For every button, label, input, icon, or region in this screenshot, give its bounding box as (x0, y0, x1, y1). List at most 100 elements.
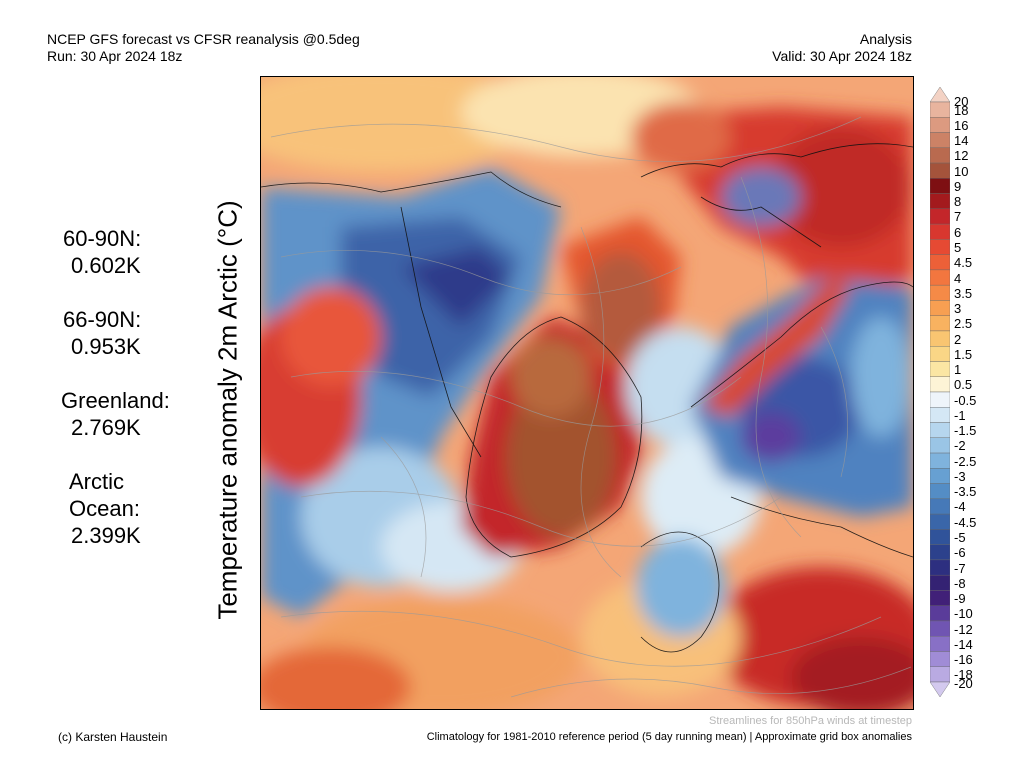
colorbar-segment (930, 223, 950, 240)
stat-66-90n-label: 66-90N: (63, 307, 142, 332)
colorbar-tick-label: 3.5 (954, 285, 973, 301)
colorbar-segment (930, 330, 950, 347)
colorbar-tick-label: 4 (954, 270, 962, 286)
colorbar-segment (930, 346, 950, 362)
colorbar-segment (930, 544, 950, 561)
colorbar-tick-label: 2 (954, 331, 962, 347)
colorbar-segment (930, 513, 950, 530)
colorbar-segment (930, 315, 950, 332)
colorbar-tick-label: -4 (954, 499, 966, 515)
colorbar-segment (930, 101, 950, 118)
colorbar-segment (930, 483, 950, 500)
stat-arctic-label: Arctic (69, 469, 124, 494)
colorbar-tick-label: -2.5 (954, 453, 977, 469)
run-time: Run: 30 Apr 2024 18z (47, 48, 183, 64)
stat-60-90n-label: 60-90N: (63, 226, 142, 251)
colorbar-segment (930, 605, 950, 622)
colorbar-segment (930, 162, 950, 179)
colorbar-tick-label: 10 (954, 163, 969, 179)
climatology-note: Climatology for 1981-2010 reference peri… (426, 731, 912, 743)
colorbar-segment (930, 468, 950, 484)
colorbar-tick-label: -16 (954, 652, 973, 668)
colorbar-segment (930, 666, 950, 683)
colorbar-segment (930, 269, 950, 286)
colorbar-tick-label: 7 (954, 209, 962, 225)
colorbar-tick-label: 14 (954, 133, 969, 149)
colorbar-tick-label: 1.5 (954, 346, 973, 362)
colorbar-segment (930, 437, 950, 454)
stat-arctic-label-2: Ocean: (69, 496, 140, 521)
colorbar-tick-label: 8 (954, 194, 962, 210)
colorbar-tick-label: -9 (954, 591, 966, 607)
colorbar-tick-label: -0.5 (954, 392, 977, 408)
colorbar-tick-label: -1 (954, 407, 966, 423)
colorbar-segment (930, 376, 950, 393)
colorbar-segment (930, 620, 950, 637)
colorbar-tick-label: 5 (954, 240, 962, 255)
colorbar-segment (930, 300, 950, 316)
colorbar-tick-label: -1.5 (954, 423, 977, 439)
colorbar-segment (930, 559, 950, 576)
colorbar-tick-label: 9 (954, 178, 962, 194)
colorbar-tick-label: -8 (954, 575, 966, 591)
colorbar-segment (930, 681, 950, 697)
colorbar-segment (930, 452, 950, 469)
colorbar-segment (930, 132, 950, 148)
colorbar-tick-label: 4.5 (954, 255, 973, 271)
colorbar-tick-label: -7 (954, 560, 966, 576)
colorbar-segment (930, 117, 950, 133)
colorbar-tick-label: 0.5 (954, 377, 973, 393)
colorbar-segment (930, 498, 950, 515)
colorbar-tick-label: -6 (954, 545, 966, 561)
valid-time: Valid: 30 Apr 2024 18z (772, 48, 912, 64)
colorbar-tick-label: 6 (954, 224, 962, 240)
colorbar-tick-label: 18 (954, 102, 969, 118)
colorbar-tick-label: -20 (954, 676, 973, 691)
colorbar-tick-label: 12 (954, 148, 969, 164)
colorbar-tick-label: 20 (954, 94, 969, 109)
colorbar-segment (930, 361, 950, 377)
colorbar-tick-label: 3 (954, 301, 962, 317)
colorbar-tick-label: -3 (954, 468, 966, 484)
streamlines-note: Streamlines for 850hPa winds at timestep (709, 715, 912, 727)
colorbar-segment (930, 284, 950, 301)
colorbar-segment (930, 391, 950, 408)
colorbar-tick-label: -5 (954, 530, 966, 545)
colorbar-tick-label: 2.5 (954, 316, 973, 332)
colorbar-segment (930, 239, 950, 255)
colorbar-segment (930, 208, 950, 225)
colorbar-segment (930, 87, 950, 103)
colorbar-tick-label: 16 (954, 117, 969, 133)
colorbar-segment (930, 574, 950, 591)
colorbar-segment (930, 178, 950, 194)
stat-greenland-value: 2.769K (71, 415, 141, 440)
analysis-label: Analysis (859, 31, 912, 47)
colorbar-segment (930, 254, 950, 271)
colorbar-tick-label: -12 (954, 621, 973, 637)
colorbar-segment (930, 529, 950, 545)
colorbar-segment (930, 651, 950, 667)
colorbar-tick-label: -4.5 (954, 514, 977, 530)
colorbar-tick-label: -18 (954, 667, 973, 683)
colorbar-segment (930, 422, 950, 438)
anomaly-map (260, 76, 914, 710)
credit-text: (c) Karsten Haustein (58, 730, 168, 744)
colorbar-segment (930, 147, 950, 164)
map-axis-label: Temperature anomaly 2m Arctic (°C) (212, 200, 243, 620)
colorbar-tick-label: -10 (954, 606, 973, 622)
stat-60-90n-value: 0.602K (71, 253, 141, 278)
colorbar-tick-label: -2 (954, 438, 966, 454)
anomaly-map-drawing (261, 77, 913, 709)
colorbar-tick-label: -3.5 (954, 484, 977, 500)
stat-greenland-label: Greenland: (61, 388, 170, 413)
colorbar-tick-label: 1 (954, 362, 962, 378)
colorbar (930, 87, 950, 697)
colorbar-segment (930, 636, 950, 652)
colorbar-segment (930, 407, 950, 423)
chart-title: NCEP GFS forecast vs CFSR reanalysis @0.… (47, 31, 360, 47)
stat-arctic-value: 2.399K (71, 523, 141, 548)
colorbar-tick-label: -14 (954, 636, 973, 652)
stat-66-90n-value: 0.953K (71, 334, 141, 359)
colorbar-segment (930, 590, 950, 606)
colorbar-segment (930, 193, 950, 210)
